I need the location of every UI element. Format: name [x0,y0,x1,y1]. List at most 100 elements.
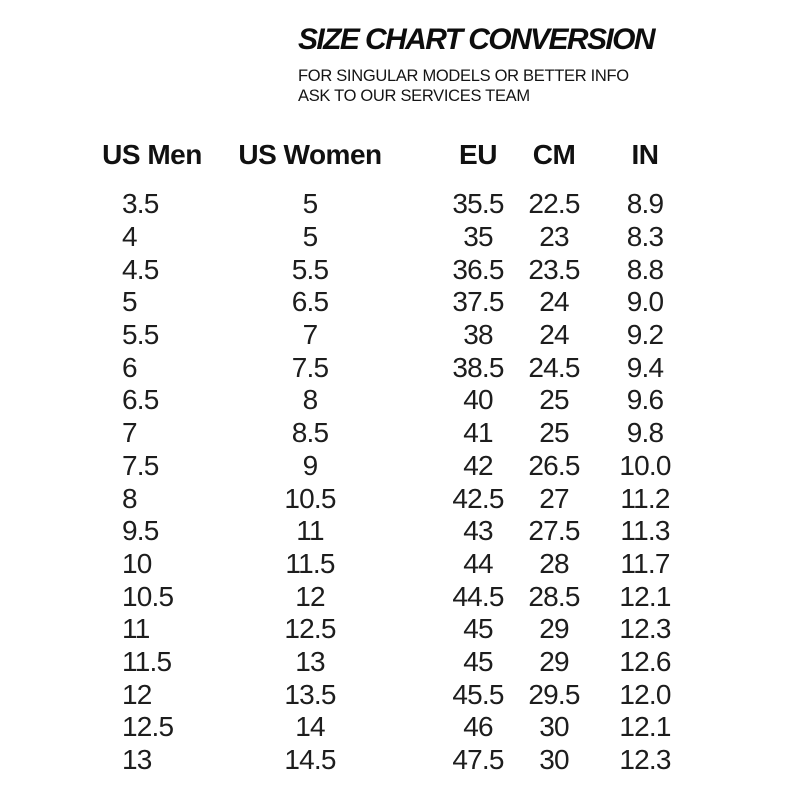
column-header-us-women: US Women [238,138,382,170]
cell-cm: 22.5 [528,188,580,220]
cell-us-men: 11 [122,613,150,645]
cell-us-men: 13 [122,744,152,776]
column-header-in: IN [631,138,660,170]
cell-cm: 29 [539,613,569,645]
cell-in: 9.2 [626,319,664,351]
cell-us-men: 5.5 [122,319,159,351]
cell-cm: 24 [539,319,569,351]
cell-eu: 46 [463,711,493,743]
size-table-header: US Men US Women EU CM IN [100,138,800,171]
cell-us-men: 5 [122,286,138,318]
cell-us-men: 6.5 [122,384,159,416]
cell-in: 9.6 [626,384,664,416]
cell-cm: 30 [539,744,569,776]
cell-cm: 29 [539,645,569,677]
cell-eu: 42 [463,449,493,481]
cell-us-men: 10.5 [122,580,174,612]
header: SIZE CHART CONVERSION FOR SINGULAR MODEL… [298,0,800,106]
cell-in: 11.2 [620,482,670,514]
cell-in: 11.3 [620,515,670,547]
cell-in: 12.6 [619,645,671,677]
cell-eu: 37.5 [452,286,504,318]
cell-cm: 25 [539,417,569,449]
cell-eu: 45.5 [452,678,504,710]
page-title: SIZE CHART CONVERSION [298,23,655,56]
cell-us-men: 12.5 [122,711,174,743]
cell-cm: 27 [539,482,569,514]
size-table-body: 3.5 5 35.5 22.5 8.9 4 5 35 23 8.3 4.5 5.… [100,188,800,776]
cell-eu: 40 [463,384,493,416]
cell-cm: 25 [539,384,569,416]
cell-cm: 23.5 [528,253,580,285]
column-header-eu: EU [459,138,497,170]
cell-cm: 24 [539,286,569,318]
cell-us-women: 5 [302,188,319,220]
cell-us-women: 14.5 [284,744,336,776]
cell-us-men: 12 [122,678,152,710]
cell-in: 10.0 [619,449,671,481]
cell-cm: 26.5 [528,449,580,481]
cell-eu: 44 [463,547,493,579]
cell-cm: 28.5 [528,580,580,612]
column-header-cm: CM [532,138,576,170]
cell-us-women: 13 [295,645,325,677]
cell-us-women: 8 [302,384,319,416]
cell-in: 8.3 [626,221,664,253]
cell-eu: 45 [463,613,493,645]
cell-eu: 42.5 [452,482,504,514]
cell-eu: 35 [463,221,493,253]
cell-us-women: 12 [295,580,325,612]
cell-us-men: 11.5 [122,645,172,677]
cell-eu: 38 [463,319,493,351]
cell-us-men: 6 [122,351,138,383]
cell-us-men: 9.5 [122,515,159,547]
cell-us-women: 12.5 [284,613,336,645]
cell-eu: 41 [463,417,493,449]
cell-cm: 23 [539,221,569,253]
cell-in: 12.3 [619,613,671,645]
cell-us-women: 10.5 [284,482,336,514]
subtitle-line-1: FOR SINGULAR MODELS OR BETTER INFO [298,67,629,85]
cell-us-women: 11.5 [285,547,335,579]
cell-cm: 27.5 [528,515,580,547]
cell-in: 9.8 [626,417,664,449]
cell-in: 12.1 [619,580,671,612]
cell-us-men: 8 [122,482,138,514]
cell-us-women: 11 [296,515,324,547]
cell-us-women: 7.5 [291,351,329,383]
cell-us-women: 7 [302,319,319,351]
cell-us-men: 3.5 [122,188,159,220]
cell-in: 12.0 [619,678,671,710]
cell-in: 8.9 [626,188,664,220]
cell-us-men: 4 [122,221,138,253]
cell-us-women: 5 [302,221,319,253]
cell-eu: 44.5 [452,580,504,612]
cell-in: 11.7 [620,547,670,579]
cell-cm: 28 [539,547,569,579]
cell-us-women: 5.5 [291,253,329,285]
subtitle-line-2: ASK TO OUR SERVICES TEAM [298,87,530,105]
cell-in: 12.3 [619,744,671,776]
cell-us-women: 6.5 [291,286,329,318]
cell-us-men: 10 [122,547,152,579]
cell-eu: 38.5 [452,351,504,383]
cell-us-men: 4.5 [122,253,159,285]
cell-us-men: 7.5 [122,449,159,481]
cell-in: 9.4 [626,351,664,383]
cell-us-women: 14 [295,711,325,743]
cell-in: 12.1 [619,711,671,743]
cell-eu: 43 [463,515,493,547]
cell-cm: 24.5 [528,351,580,383]
cell-eu: 35.5 [452,188,504,220]
cell-eu: 36.5 [452,253,504,285]
cell-in: 8.8 [626,253,664,285]
cell-us-women: 8.5 [291,417,329,449]
cell-cm: 30 [539,711,569,743]
cell-eu: 45 [463,645,493,677]
size-chart-page: SIZE CHART CONVERSION FOR SINGULAR MODEL… [100,0,800,776]
cell-in: 9.0 [626,286,664,318]
cell-eu: 47.5 [452,744,504,776]
column-header-us-men: US Men [102,138,202,170]
cell-us-men: 7 [122,417,138,449]
cell-us-women: 9 [302,449,319,481]
